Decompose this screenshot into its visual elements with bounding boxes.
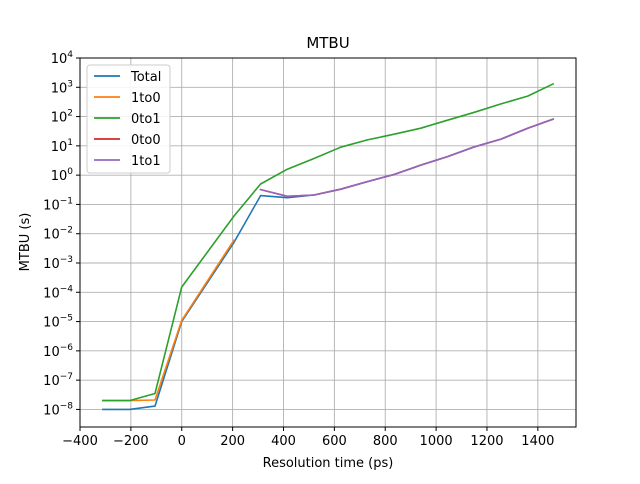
series-line-0to1 bbox=[102, 82, 555, 402]
y-tick-label: 10−2 bbox=[43, 226, 73, 243]
plot-frame bbox=[79, 57, 577, 428]
legend: Total 1to0 0to1 0to0 1to1 bbox=[86, 64, 171, 174]
legend-label-1to0: 1to0 bbox=[131, 91, 161, 106]
y-tick-label: 10−6 bbox=[43, 343, 73, 360]
y-tick-label: 104 bbox=[51, 50, 74, 67]
x-tick-label: −400 bbox=[62, 434, 98, 449]
y-tick-label: 103 bbox=[51, 79, 73, 96]
x-tick-label: 200 bbox=[220, 434, 245, 449]
legend-box bbox=[86, 64, 171, 174]
x-axis: −400 −200 0 200 400 600 800 1000 1200 1400 bbox=[62, 427, 554, 449]
y-tick-label: 10−3 bbox=[43, 255, 73, 272]
x-tick-label: 800 bbox=[373, 434, 398, 449]
x-tick-label: 1400 bbox=[521, 434, 554, 449]
series-line-1to1 bbox=[259, 118, 555, 198]
x-axis-label: Resolution time (ps) bbox=[263, 456, 394, 471]
y-tick-label: 10−5 bbox=[43, 314, 73, 331]
x-tick-label: 1200 bbox=[470, 434, 503, 449]
y-tick-label: 10−1 bbox=[43, 196, 73, 213]
legend-label-total: Total bbox=[130, 70, 161, 85]
x-tick-label: 0 bbox=[178, 434, 186, 449]
legend-label-1to1: 1to1 bbox=[131, 154, 161, 169]
y-tick-label: 10−8 bbox=[43, 401, 73, 418]
x-tick-label: −200 bbox=[113, 434, 149, 449]
grid-lines bbox=[79, 57, 576, 427]
x-tick-label: 1000 bbox=[420, 434, 453, 449]
chart-title: MTBU bbox=[306, 34, 349, 52]
series-layer bbox=[102, 82, 555, 411]
y-tick-label: 10−7 bbox=[43, 372, 73, 389]
y-tick-label: 10−4 bbox=[43, 284, 73, 301]
legend-label-0to1: 0to1 bbox=[131, 112, 161, 127]
y-tick-label: 102 bbox=[51, 109, 73, 126]
y-axis: 10−8 10−7 10−6 10−5 10−4 10−3 10−2 10−1 100 101 10… bbox=[43, 50, 80, 418]
x-tick-label: 400 bbox=[271, 434, 296, 449]
legend-label-0to0: 0to0 bbox=[131, 133, 161, 148]
y-axis-label: MTBU (s) bbox=[18, 213, 33, 272]
y-tick-label: 100 bbox=[51, 167, 74, 184]
y-tick-label: 101 bbox=[51, 138, 73, 155]
x-tick-label: 600 bbox=[322, 434, 347, 449]
